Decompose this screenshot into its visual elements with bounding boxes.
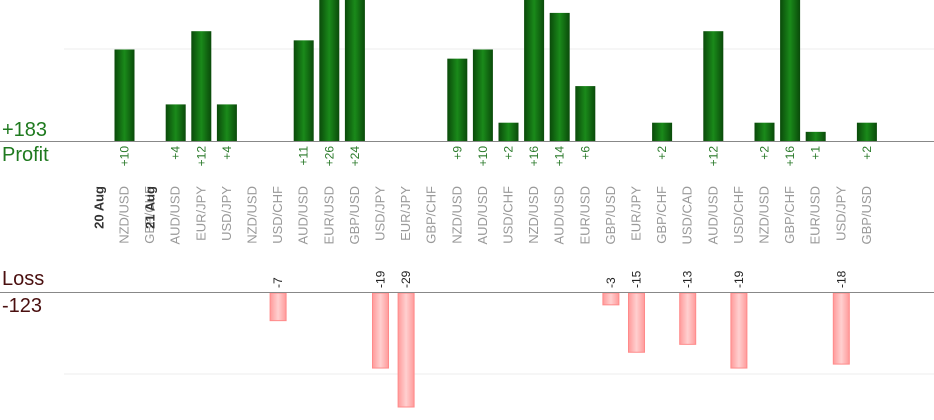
profit-bar — [805, 131, 826, 141]
loss-bar — [269, 292, 287, 322]
profit-total: +183 — [2, 119, 48, 141]
pair-label: NZD/USD — [117, 186, 132, 244]
profit-bar — [754, 122, 775, 141]
profit-bar — [780, 0, 801, 141]
pair-label: AUD/USD — [168, 186, 183, 245]
profit-bar — [472, 49, 493, 141]
pair-label: GBP/CHF — [782, 186, 797, 244]
date-label: 20 Aug — [92, 186, 107, 229]
pair-label: NZD/USD — [245, 186, 260, 244]
pair-label: GBP/USD — [347, 186, 362, 245]
loss-value-label: -29 — [399, 270, 413, 288]
pair-label: NZD/USD — [449, 186, 464, 244]
pair-label: AUD/USD — [475, 186, 490, 245]
pair-label: EUR/USD — [808, 186, 823, 245]
loss-word: Loss — [2, 268, 45, 290]
pair-label: EUR/JPY — [398, 186, 413, 241]
profit-value-label: +12 — [706, 146, 720, 167]
loss-bar — [372, 292, 389, 369]
profit-bar — [165, 104, 186, 141]
profit-value-label: +2 — [502, 146, 516, 160]
loss-value-label: -18 — [834, 270, 848, 288]
pair-label: NZD/USD — [757, 186, 772, 244]
pair-label: EUR/JPY — [193, 186, 208, 241]
profit-value-label: +11 — [297, 146, 311, 166]
loss-total: -123 — [2, 295, 43, 317]
profit-value-label: +10 — [476, 146, 490, 167]
pair-label: USD/CHF — [270, 186, 285, 244]
profit-bar — [856, 122, 877, 141]
loss-value-label: -7 — [271, 277, 285, 288]
bars-group — [114, 0, 877, 408]
pair-label: AUD/USD — [705, 186, 720, 245]
profit-bar — [293, 40, 314, 141]
profit-bar — [652, 122, 673, 141]
loss-value-label: -3 — [604, 277, 618, 288]
profit-bar — [498, 122, 519, 141]
profit-value-label: +14 — [553, 146, 567, 167]
pair-label: USD/CHF — [501, 186, 516, 244]
pair-label: GBP/USD — [859, 186, 874, 245]
profit-bar — [114, 49, 135, 141]
labels-group: +10 NZD/USD 20 Aug GBP/CHF +4 AUD/USD 21 Aug +1… — [92, 146, 874, 288]
profit-value-label: +24 — [348, 146, 362, 167]
pair-label: EUR/USD — [321, 186, 336, 245]
profit-bar — [703, 31, 724, 142]
profit-value-label: +10 — [118, 146, 132, 167]
date-label: 21 Aug — [143, 186, 158, 229]
pair-label: USD/CHF — [731, 186, 746, 244]
profit-bar — [447, 58, 468, 141]
pair-label: USD/CAD — [680, 186, 695, 245]
profit-value-label: +26 — [322, 146, 336, 167]
loss-value-label: -19 — [374, 270, 388, 288]
profit-bar — [319, 0, 340, 141]
profit-bar — [524, 0, 545, 141]
profit-value-label: +4 — [169, 146, 183, 160]
loss-value-label: -13 — [681, 270, 695, 288]
pair-label: GBP/CHF — [142, 186, 157, 244]
loss-value-label: -19 — [732, 270, 746, 288]
profit-value-label: +16 — [783, 146, 797, 167]
pair-label: AUD/USD — [552, 186, 567, 245]
pair-label: AUD/USD — [296, 186, 311, 245]
profit-bar — [191, 31, 212, 142]
profit-value-label: +12 — [194, 146, 208, 167]
pair-label: USD/JPY — [833, 186, 848, 241]
loss-value-label: -15 — [630, 270, 644, 288]
loss-bar — [730, 292, 748, 369]
profit-bar — [549, 12, 570, 142]
loss-bar — [832, 292, 850, 365]
profit-value-label: +6 — [578, 146, 592, 160]
pair-label: USD/JPY — [219, 186, 234, 241]
profit-value-label: +2 — [860, 146, 874, 160]
loss-bar — [628, 292, 645, 353]
pair-label: GBP/CHF — [654, 186, 669, 244]
profit-value-label: +2 — [758, 146, 772, 160]
profit-bar — [216, 104, 237, 141]
profit-value-label: +16 — [527, 146, 541, 167]
pair-label: EUR/JPY — [629, 186, 644, 241]
profit-bar — [344, 0, 365, 141]
pair-label: EUR/USD — [577, 186, 592, 245]
pair-label: USD/JPY — [373, 186, 388, 241]
pair-label: NZD/USD — [526, 186, 541, 244]
profit-value-label: +9 — [450, 146, 464, 160]
profit-bar — [575, 86, 596, 141]
profit-word: Profit — [2, 144, 49, 166]
pair-label: GBP/USD — [603, 186, 618, 245]
profit-value-label: +1 — [809, 146, 823, 160]
profit-value-label: +4 — [220, 146, 234, 160]
loss-bar — [679, 292, 697, 345]
pair-label: GBP/CHF — [424, 186, 439, 244]
profit-value-label: +2 — [655, 146, 669, 160]
loss-bar — [602, 292, 620, 306]
loss-bar — [397, 292, 415, 408]
